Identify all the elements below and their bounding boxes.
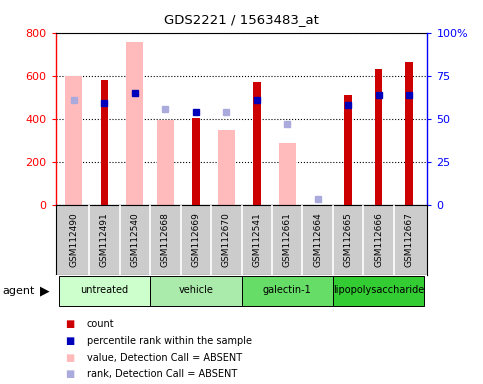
- Text: vehicle: vehicle: [178, 285, 213, 295]
- Text: ■: ■: [65, 336, 74, 346]
- Text: ■: ■: [65, 353, 74, 362]
- Text: rank, Detection Call = ABSENT: rank, Detection Call = ABSENT: [87, 369, 237, 379]
- Text: GSM112540: GSM112540: [130, 213, 139, 267]
- Bar: [253, 82, 260, 205]
- Text: GSM112664: GSM112664: [313, 213, 322, 267]
- Text: GSM112665: GSM112665: [344, 213, 353, 267]
- Text: value, Detection Call = ABSENT: value, Detection Call = ABSENT: [87, 353, 242, 362]
- Text: GSM112541: GSM112541: [252, 213, 261, 267]
- Text: GDS2221 / 1563483_at: GDS2221 / 1563483_at: [164, 13, 319, 26]
- Bar: [344, 95, 352, 205]
- Text: GSM112491: GSM112491: [100, 213, 109, 267]
- Bar: [375, 70, 383, 205]
- Bar: [405, 62, 413, 205]
- Bar: [127, 42, 143, 205]
- Bar: [242, 276, 333, 306]
- Text: untreated: untreated: [80, 285, 128, 295]
- Text: lipopolysaccharide: lipopolysaccharide: [333, 285, 424, 295]
- Text: ▶: ▶: [40, 285, 50, 297]
- Bar: [157, 120, 174, 205]
- Text: GSM112669: GSM112669: [191, 213, 200, 267]
- Text: GSM112668: GSM112668: [161, 213, 170, 267]
- Text: GSM112661: GSM112661: [283, 213, 292, 267]
- Bar: [58, 276, 150, 306]
- Bar: [192, 118, 199, 205]
- Text: agent: agent: [2, 286, 35, 296]
- Bar: [218, 130, 235, 205]
- Text: ■: ■: [65, 319, 74, 329]
- Text: ■: ■: [65, 369, 74, 379]
- Text: GSM112666: GSM112666: [374, 213, 383, 267]
- Bar: [279, 143, 296, 205]
- Bar: [100, 80, 108, 205]
- Bar: [333, 276, 425, 306]
- Text: GSM112490: GSM112490: [70, 213, 78, 267]
- Bar: [66, 76, 82, 205]
- Text: galectin-1: galectin-1: [263, 285, 312, 295]
- Text: GSM112667: GSM112667: [405, 213, 413, 267]
- Bar: [150, 276, 242, 306]
- Text: GSM112670: GSM112670: [222, 213, 231, 267]
- Text: count: count: [87, 319, 114, 329]
- Text: percentile rank within the sample: percentile rank within the sample: [87, 336, 252, 346]
